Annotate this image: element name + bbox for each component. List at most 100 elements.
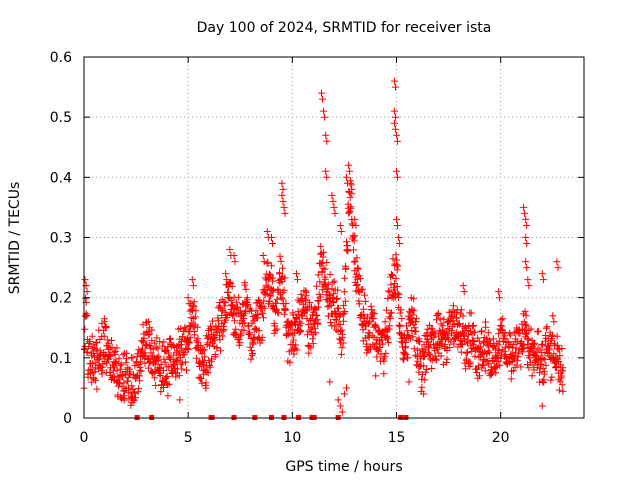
data-point [165,363,173,371]
data-point [463,355,470,363]
data-point [81,276,89,284]
data-point [304,331,311,339]
data-point [166,335,174,342]
data-point [392,274,400,282]
data-point [538,402,546,410]
data-point [542,324,550,332]
data-point [322,167,330,175]
data-point [519,348,527,356]
data-point [523,240,531,247]
data-point [164,392,172,400]
data-point [211,353,219,361]
data-point [211,334,219,341]
data-point [506,331,514,339]
data-point [463,349,471,356]
data-point [324,280,332,288]
data-point [395,290,403,298]
data-point [228,301,236,309]
data-point [281,209,289,217]
data-point [467,309,475,317]
data-point [393,283,401,290]
data-point [240,326,248,334]
data-point [81,325,89,333]
data-point [397,338,405,346]
data-point [483,341,491,349]
data-point [405,332,413,339]
data-point [475,337,483,345]
data-point [334,286,342,294]
data-point [397,330,405,338]
data-point [311,304,319,312]
data-point [359,326,367,334]
data-point [482,323,490,331]
data-point [416,338,423,346]
data-point [296,327,304,334]
data-point [446,344,454,351]
data-point [333,295,341,302]
data-point [390,107,398,115]
data-point [487,340,494,347]
data-point [330,290,338,298]
data-point [231,317,239,325]
data-point [434,309,442,317]
data-point [356,275,364,283]
data-point [90,344,98,352]
data-point [331,209,339,217]
data-point [263,228,271,235]
data-point [449,302,457,310]
data-point [269,240,276,247]
data-point [361,291,369,299]
data-point [377,350,385,358]
data-point [231,258,239,266]
data-point [140,334,148,342]
data-point [457,348,465,356]
data-point [175,372,183,380]
data-point [387,309,395,317]
data-point [402,350,410,358]
data-point [348,220,356,228]
data-point [281,306,289,314]
data-point [186,333,194,341]
data-point [156,338,164,345]
data-point [106,351,114,359]
data-point [442,359,450,366]
data-point [151,374,159,382]
data-point [151,361,159,369]
data-point [293,270,300,278]
data-point [418,375,426,383]
data-point [391,280,398,288]
data-point [412,315,420,323]
data-point [521,209,529,217]
data-point [495,330,503,338]
data-point [523,264,531,272]
data-point [352,222,360,229]
data-point [329,298,337,306]
data-point [398,315,406,322]
data-point [539,341,546,349]
data-point [546,339,554,347]
data-point [249,350,257,357]
data-point [458,341,466,349]
data-point [96,336,104,343]
data-point [236,339,244,347]
data-point [437,320,445,328]
data-point [396,240,404,247]
data-point [379,340,387,348]
data-point [457,306,465,314]
data-point [182,358,190,366]
data-point [522,234,530,241]
data-point [145,359,153,367]
data-point [106,369,114,376]
data-point [136,377,144,385]
data-point [405,378,413,386]
data-point [495,347,503,354]
data-point [444,331,452,339]
data-point [538,270,546,278]
data-point [459,282,467,290]
data-point [496,294,504,302]
data-point [437,336,445,344]
data-point [191,313,199,321]
data-point [385,313,393,321]
data-point [136,363,144,371]
data-point [485,336,493,344]
